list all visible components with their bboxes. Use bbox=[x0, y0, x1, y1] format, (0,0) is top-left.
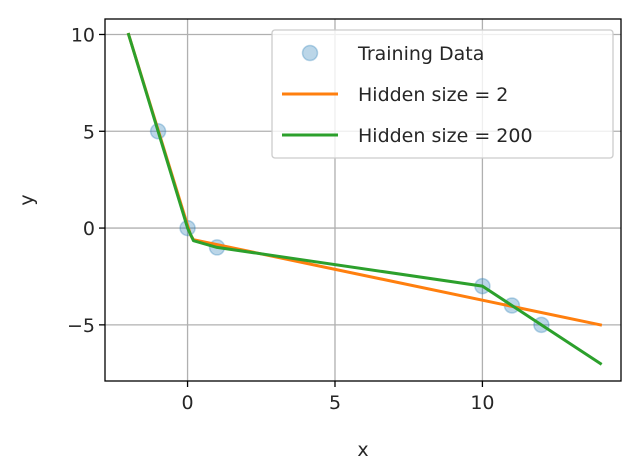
x-tick-label: 0 bbox=[182, 392, 194, 414]
legend-marker-training-data bbox=[301, 44, 319, 62]
y-tick-label: −5 bbox=[67, 315, 95, 337]
y-tick-label: 0 bbox=[83, 218, 95, 240]
legend-box bbox=[271, 29, 614, 159]
legend-label-hidden-size-200: Hidden size = 200 bbox=[358, 125, 533, 147]
x-tick-label: 10 bbox=[470, 392, 494, 414]
series-layer bbox=[126, 32, 603, 366]
line-hidden-size-200 bbox=[126, 32, 603, 366]
x-axis-label: x bbox=[357, 439, 368, 461]
x-tick-label: 5 bbox=[329, 392, 341, 414]
y-tick-label: 10 bbox=[71, 24, 95, 46]
legend: Training Data Hidden size = 2 Hidden size … bbox=[271, 29, 614, 159]
y-tick-label: 5 bbox=[83, 121, 95, 143]
plot-frame bbox=[104, 18, 622, 382]
y-axis-label: y bbox=[16, 194, 38, 205]
ticks-layer: 0 5 10 10 5 0 −5 bbox=[67, 24, 495, 414]
legend-items: Training Data Hidden size = 2 Hidden size … bbox=[282, 43, 533, 147]
legend-label-training-data: Training Data bbox=[357, 43, 484, 65]
legend-label-hidden-size-2: Hidden size = 2 bbox=[358, 84, 508, 106]
